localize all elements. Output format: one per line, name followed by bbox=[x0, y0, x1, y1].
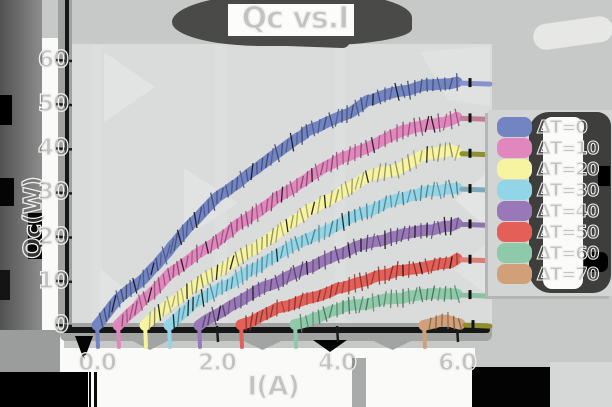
legend-swatch bbox=[497, 201, 532, 221]
bg-black-bottom-left bbox=[0, 372, 88, 407]
legend-label: ΔT=20 bbox=[536, 158, 599, 180]
y-axis-spine bbox=[65, 0, 69, 333]
series-dt-6 bbox=[289, 285, 493, 349]
series-dt-4 bbox=[193, 216, 493, 349]
legend-label: ΔT=70 bbox=[536, 263, 599, 285]
legend-label: ΔT=40 bbox=[536, 200, 599, 222]
x-axis-label: I(A) bbox=[247, 370, 301, 402]
series-dt-3 bbox=[163, 179, 493, 349]
legend-black-patch bbox=[598, 166, 610, 186]
x-axis-spine bbox=[62, 327, 490, 333]
bg-gray-bottom-left bbox=[0, 330, 60, 374]
title-paper bbox=[228, 4, 354, 36]
legend-swatch bbox=[497, 117, 532, 137]
x-tick-label-6.0: 6.0 bbox=[438, 350, 478, 376]
legend-swatch bbox=[497, 243, 532, 263]
bg-bottom-white-band bbox=[60, 348, 475, 407]
legend-label: ΔT=10 bbox=[536, 137, 599, 159]
x-tick-label-4.0: 4.0 bbox=[318, 350, 358, 376]
legend-label: ΔT=30 bbox=[536, 179, 599, 201]
y-tick-label-50: 50 bbox=[37, 91, 69, 118]
bg-gray-bottom-right bbox=[550, 362, 612, 407]
bg-black-patch bbox=[0, 178, 14, 206]
bg-gray-smudge-col bbox=[352, 358, 366, 407]
legend-swatch bbox=[497, 264, 532, 284]
chart-title: Qc vs.I bbox=[241, 0, 350, 36]
legend-swatch bbox=[497, 138, 532, 158]
legend-paper-strip bbox=[543, 117, 583, 289]
series-dt-0 bbox=[91, 73, 493, 349]
bg-ink-line bbox=[89, 372, 91, 407]
y-tick-label-20: 20 bbox=[37, 223, 69, 250]
y-tick-label-30: 30 bbox=[37, 179, 69, 206]
series-dt-2 bbox=[139, 142, 493, 349]
legend-label: ΔT=50 bbox=[536, 221, 599, 243]
x-tick-label-0.0: 0.0 bbox=[78, 350, 118, 376]
bg-black-patch bbox=[28, 213, 42, 259]
x-tick-label-2.0: 2.0 bbox=[198, 350, 238, 376]
series-dt-7 bbox=[418, 311, 493, 349]
legend-swatch bbox=[497, 180, 532, 200]
y-tick-label-10: 10 bbox=[37, 267, 69, 294]
grid-smudge bbox=[92, 46, 102, 330]
bg-ink-line bbox=[94, 372, 97, 407]
legend-black-patch bbox=[584, 252, 608, 272]
legend-label: ΔT=0 bbox=[536, 116, 588, 138]
legend-swatch bbox=[497, 159, 532, 179]
y-tick-label-40: 40 bbox=[37, 135, 69, 162]
y-tick-label-0: 0 bbox=[52, 312, 69, 338]
bg-black-patch bbox=[0, 270, 10, 300]
legend-swatch bbox=[497, 222, 532, 242]
legend-label: ΔT=60 bbox=[536, 242, 599, 264]
bg-black-patch bbox=[0, 95, 12, 125]
series-dt-1 bbox=[112, 108, 493, 349]
bg-black-bottom-right bbox=[472, 367, 550, 407]
series-dt-5 bbox=[235, 252, 493, 349]
y-tick-label-60: 60 bbox=[37, 46, 69, 73]
